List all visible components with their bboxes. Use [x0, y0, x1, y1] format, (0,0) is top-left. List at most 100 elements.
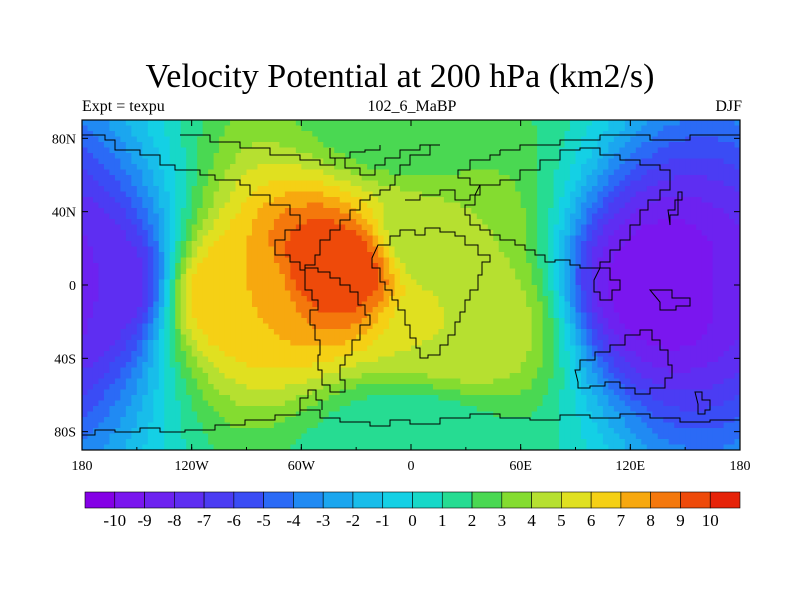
field-cell: [147, 125, 154, 132]
field-cell: [383, 279, 390, 286]
field-cell: [526, 285, 533, 292]
field-cell: [696, 290, 703, 297]
field-cell: [295, 120, 302, 127]
field-cell: [246, 158, 253, 165]
field-cell: [378, 230, 385, 237]
field-cell: [646, 230, 653, 237]
field-cell: [230, 241, 237, 248]
field-cell: [147, 224, 154, 231]
field-cell: [197, 224, 204, 231]
field-cell: [186, 279, 193, 286]
field-cell: [411, 208, 418, 215]
field-cell: [641, 307, 648, 314]
field-cell: [92, 318, 100, 325]
field-cell: [284, 186, 291, 193]
field-cell: [125, 323, 132, 330]
field-cell: [729, 285, 736, 292]
field-cell: [438, 158, 445, 165]
field-cell: [613, 147, 620, 154]
field-cell: [707, 318, 714, 325]
field-cell: [246, 246, 253, 253]
field-cell: [295, 285, 302, 292]
field-cell: [257, 153, 264, 160]
field-cell: [460, 274, 467, 281]
field-cell: [493, 323, 500, 330]
field-cell: [180, 219, 187, 226]
field-cell: [619, 296, 626, 303]
field-cell: [454, 312, 461, 319]
field-cell: [449, 197, 456, 204]
field-cell: [668, 219, 675, 226]
field-cell: [400, 257, 407, 264]
field-cell: [224, 213, 231, 220]
field-cell: [389, 169, 396, 176]
field-cell: [608, 147, 615, 154]
field-cell: [312, 279, 319, 286]
field-cell: [361, 213, 368, 220]
field-cell: [334, 208, 341, 215]
field-cell: [652, 301, 659, 308]
field-cell: [591, 147, 599, 154]
field-cell: [98, 279, 105, 286]
field-cell: [224, 345, 231, 352]
field-cell: [520, 263, 527, 270]
field-cell: [334, 257, 341, 264]
field-cell: [657, 241, 664, 248]
field-cell: [356, 279, 363, 286]
field-cell: [729, 131, 736, 138]
field-cell: [591, 296, 599, 303]
field-cell: [175, 153, 182, 160]
field-cell: [301, 307, 308, 314]
field-cell: [580, 312, 588, 319]
field-cell: [427, 323, 434, 330]
field-cell: [471, 318, 478, 325]
field-cell: [147, 345, 154, 352]
field-cell: [586, 131, 593, 138]
field-cell: [690, 307, 697, 314]
field-cell: [284, 153, 291, 160]
field-cell: [345, 202, 352, 209]
field-cell: [515, 307, 522, 314]
field-cell: [400, 274, 407, 281]
field-cell: [147, 120, 154, 127]
field-cell: [219, 301, 226, 308]
field-cell: [449, 224, 456, 231]
field-cell: [317, 235, 324, 242]
field-cell: [674, 340, 681, 347]
field-cell: [712, 246, 719, 253]
field-cell: [208, 246, 215, 253]
field-cell: [290, 219, 297, 226]
field-cell: [602, 175, 609, 182]
field-cell: [131, 197, 138, 204]
field-cell: [295, 241, 302, 248]
field-cell: [696, 120, 703, 127]
field-cell: [328, 252, 335, 259]
field-cell: [690, 147, 697, 154]
field-cell: [339, 296, 346, 303]
field-cell: [443, 230, 450, 237]
field-cell: [520, 285, 527, 292]
field-cell: [153, 301, 160, 308]
field-cell: [613, 323, 620, 330]
field-cell: [219, 345, 226, 352]
field-cell: [317, 136, 324, 143]
field-cell: [630, 257, 637, 264]
field-cell: [729, 175, 736, 182]
field-cell: [103, 120, 111, 127]
field-cell: [657, 186, 664, 193]
field-cell: [668, 301, 675, 308]
field-cell: [531, 131, 538, 138]
field-cell: [125, 312, 132, 319]
field-cell: [230, 268, 237, 275]
field-cell: [405, 301, 412, 308]
field-cell: [219, 252, 226, 259]
field-cell: [520, 296, 527, 303]
field-cell: [251, 120, 259, 127]
field-cell: [559, 285, 566, 292]
field-cell: [125, 241, 132, 248]
field-cell: [619, 235, 626, 242]
field-cell: [186, 191, 193, 198]
field-cell: [317, 125, 324, 132]
field-cell: [389, 252, 396, 259]
field-cell: [454, 340, 461, 347]
